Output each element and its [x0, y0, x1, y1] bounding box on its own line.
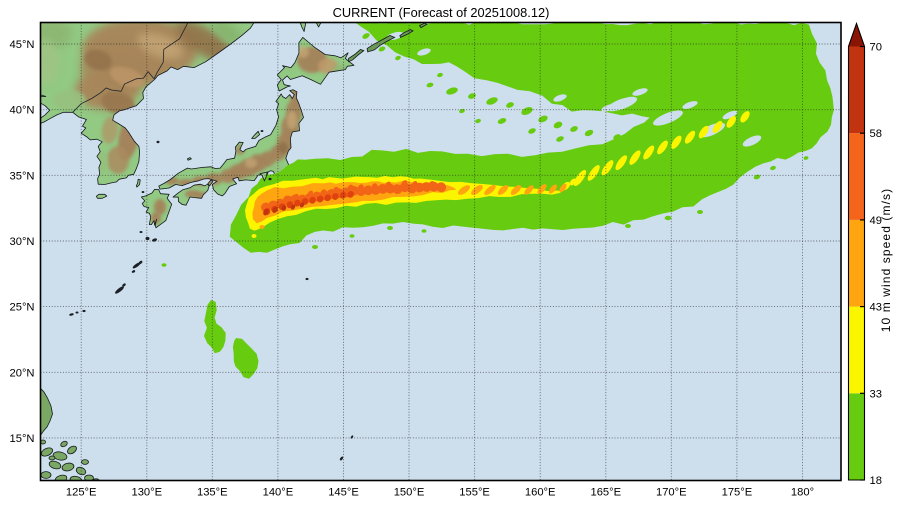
svg-text:160°E: 160°E	[525, 487, 556, 499]
svg-text:135°E: 135°E	[197, 487, 228, 499]
svg-text:35°N: 35°N	[10, 170, 35, 182]
svg-text:CURRENT (Forecast of 20251008.: CURRENT (Forecast of 20251008.12)	[333, 5, 550, 20]
svg-text:155°E: 155°E	[459, 487, 490, 499]
svg-text:58: 58	[870, 128, 882, 140]
svg-text:150°E: 150°E	[394, 487, 425, 499]
svg-text:125°E: 125°E	[66, 487, 97, 499]
svg-text:30°N: 30°N	[10, 236, 35, 248]
svg-text:33: 33	[870, 388, 882, 400]
svg-text:170°E: 170°E	[656, 487, 687, 499]
svg-text:145°E: 145°E	[328, 487, 359, 499]
svg-text:130°E: 130°E	[131, 487, 162, 499]
svg-text:140°E: 140°E	[263, 487, 294, 499]
svg-text:175°E: 175°E	[722, 487, 753, 499]
svg-text:45°N: 45°N	[10, 39, 35, 51]
svg-text:70: 70	[870, 42, 882, 54]
svg-text:10 m wind speed (m/s): 10 m wind speed (m/s)	[879, 188, 893, 332]
svg-text:18: 18	[870, 475, 882, 487]
svg-text:165°E: 165°E	[590, 487, 621, 499]
svg-text:43: 43	[870, 302, 882, 314]
svg-text:25°N: 25°N	[10, 302, 35, 314]
svg-text:180°: 180°	[791, 487, 814, 499]
svg-text:20°N: 20°N	[10, 367, 35, 379]
svg-text:40°N: 40°N	[10, 105, 35, 117]
svg-text:49: 49	[870, 215, 882, 227]
svg-text:15°N: 15°N	[10, 433, 35, 445]
